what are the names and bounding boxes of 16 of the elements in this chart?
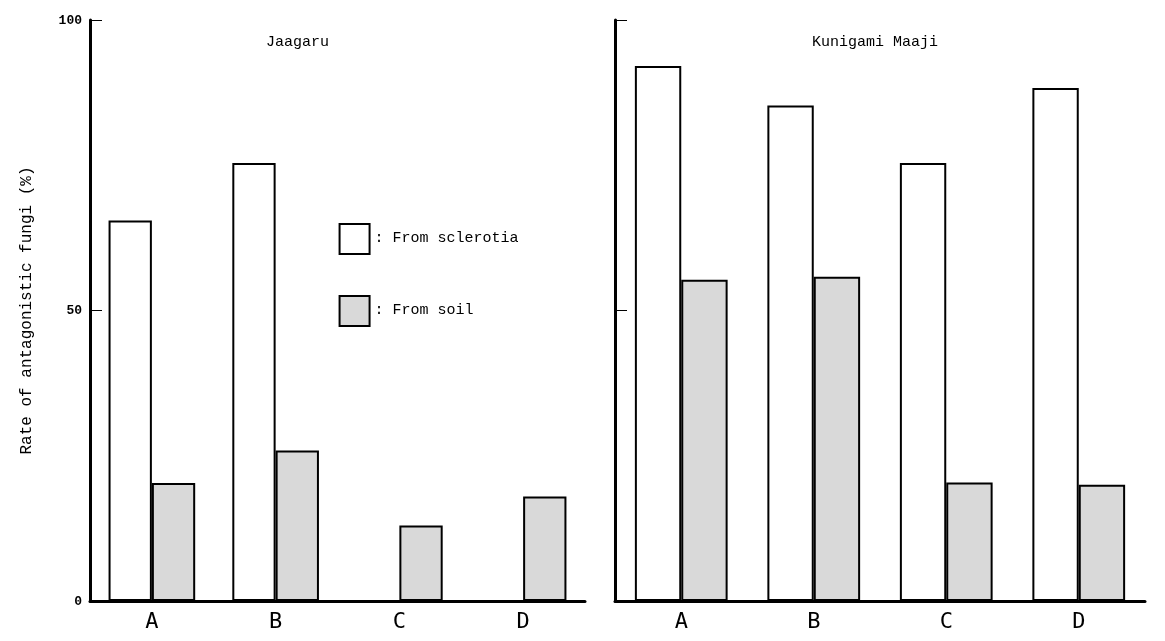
x-tick-label: D (516, 607, 530, 633)
y-tick-label: 100 (58, 12, 83, 28)
x-tick-label: D (1072, 607, 1086, 633)
legend-label: : From sclerotia (374, 230, 519, 248)
text: Kunigami Maaji (811, 34, 939, 51)
legend-label: : From soil (374, 302, 474, 320)
x-tick-label: A (145, 607, 159, 633)
x-tick-label: C (939, 607, 953, 633)
x-tick-label: C (392, 607, 406, 633)
x-tick-label: A (674, 607, 688, 633)
x-tick-label: B (807, 607, 821, 633)
y-tick-label: 50 (66, 303, 83, 318)
y-tick-label: 0 (74, 593, 83, 609)
y-axis-title: Rate of antagonistic fungi (%) (18, 166, 36, 455)
x-tick-label: B (269, 607, 283, 633)
text: Jaagaru (265, 34, 330, 51)
